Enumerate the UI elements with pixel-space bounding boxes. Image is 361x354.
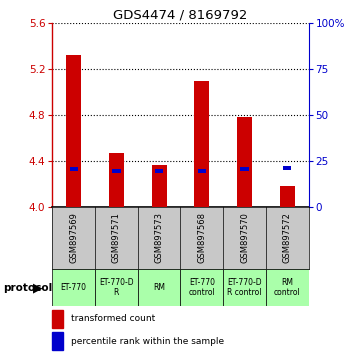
Bar <box>283 166 291 170</box>
Bar <box>95 269 138 306</box>
Text: percentile rank within the sample: percentile rank within the sample <box>71 337 224 346</box>
Bar <box>240 167 249 171</box>
Bar <box>223 269 266 306</box>
Bar <box>138 269 180 306</box>
Text: ▶: ▶ <box>33 281 43 294</box>
Text: GSM897569: GSM897569 <box>69 212 78 263</box>
Text: RM
control: RM control <box>274 278 301 297</box>
Bar <box>70 167 78 171</box>
Bar <box>198 169 206 173</box>
Text: RM: RM <box>153 283 165 292</box>
Text: GSM897573: GSM897573 <box>155 212 164 263</box>
Bar <box>194 80 209 207</box>
Text: protocol: protocol <box>4 282 53 293</box>
Text: transformed count: transformed count <box>71 314 155 323</box>
Text: ET-770-D
R: ET-770-D R <box>99 278 134 297</box>
Bar <box>280 186 295 207</box>
Bar <box>52 332 63 350</box>
Bar <box>52 309 63 328</box>
Bar <box>66 55 81 207</box>
Text: GSM897568: GSM897568 <box>197 212 206 263</box>
Bar <box>112 169 121 173</box>
Text: GSM897571: GSM897571 <box>112 212 121 263</box>
Text: GSM897570: GSM897570 <box>240 212 249 263</box>
Text: ET-770: ET-770 <box>61 283 87 292</box>
Bar <box>180 269 223 306</box>
Title: GDS4474 / 8169792: GDS4474 / 8169792 <box>113 9 248 22</box>
Bar <box>155 169 163 173</box>
Bar <box>109 153 124 207</box>
Bar <box>237 117 252 207</box>
Bar <box>266 269 309 306</box>
Text: ET-770
control: ET-770 control <box>188 278 215 297</box>
Bar <box>52 269 95 306</box>
Text: GSM897572: GSM897572 <box>283 212 292 263</box>
Text: ET-770-D
R control: ET-770-D R control <box>227 278 262 297</box>
Bar <box>152 165 167 207</box>
